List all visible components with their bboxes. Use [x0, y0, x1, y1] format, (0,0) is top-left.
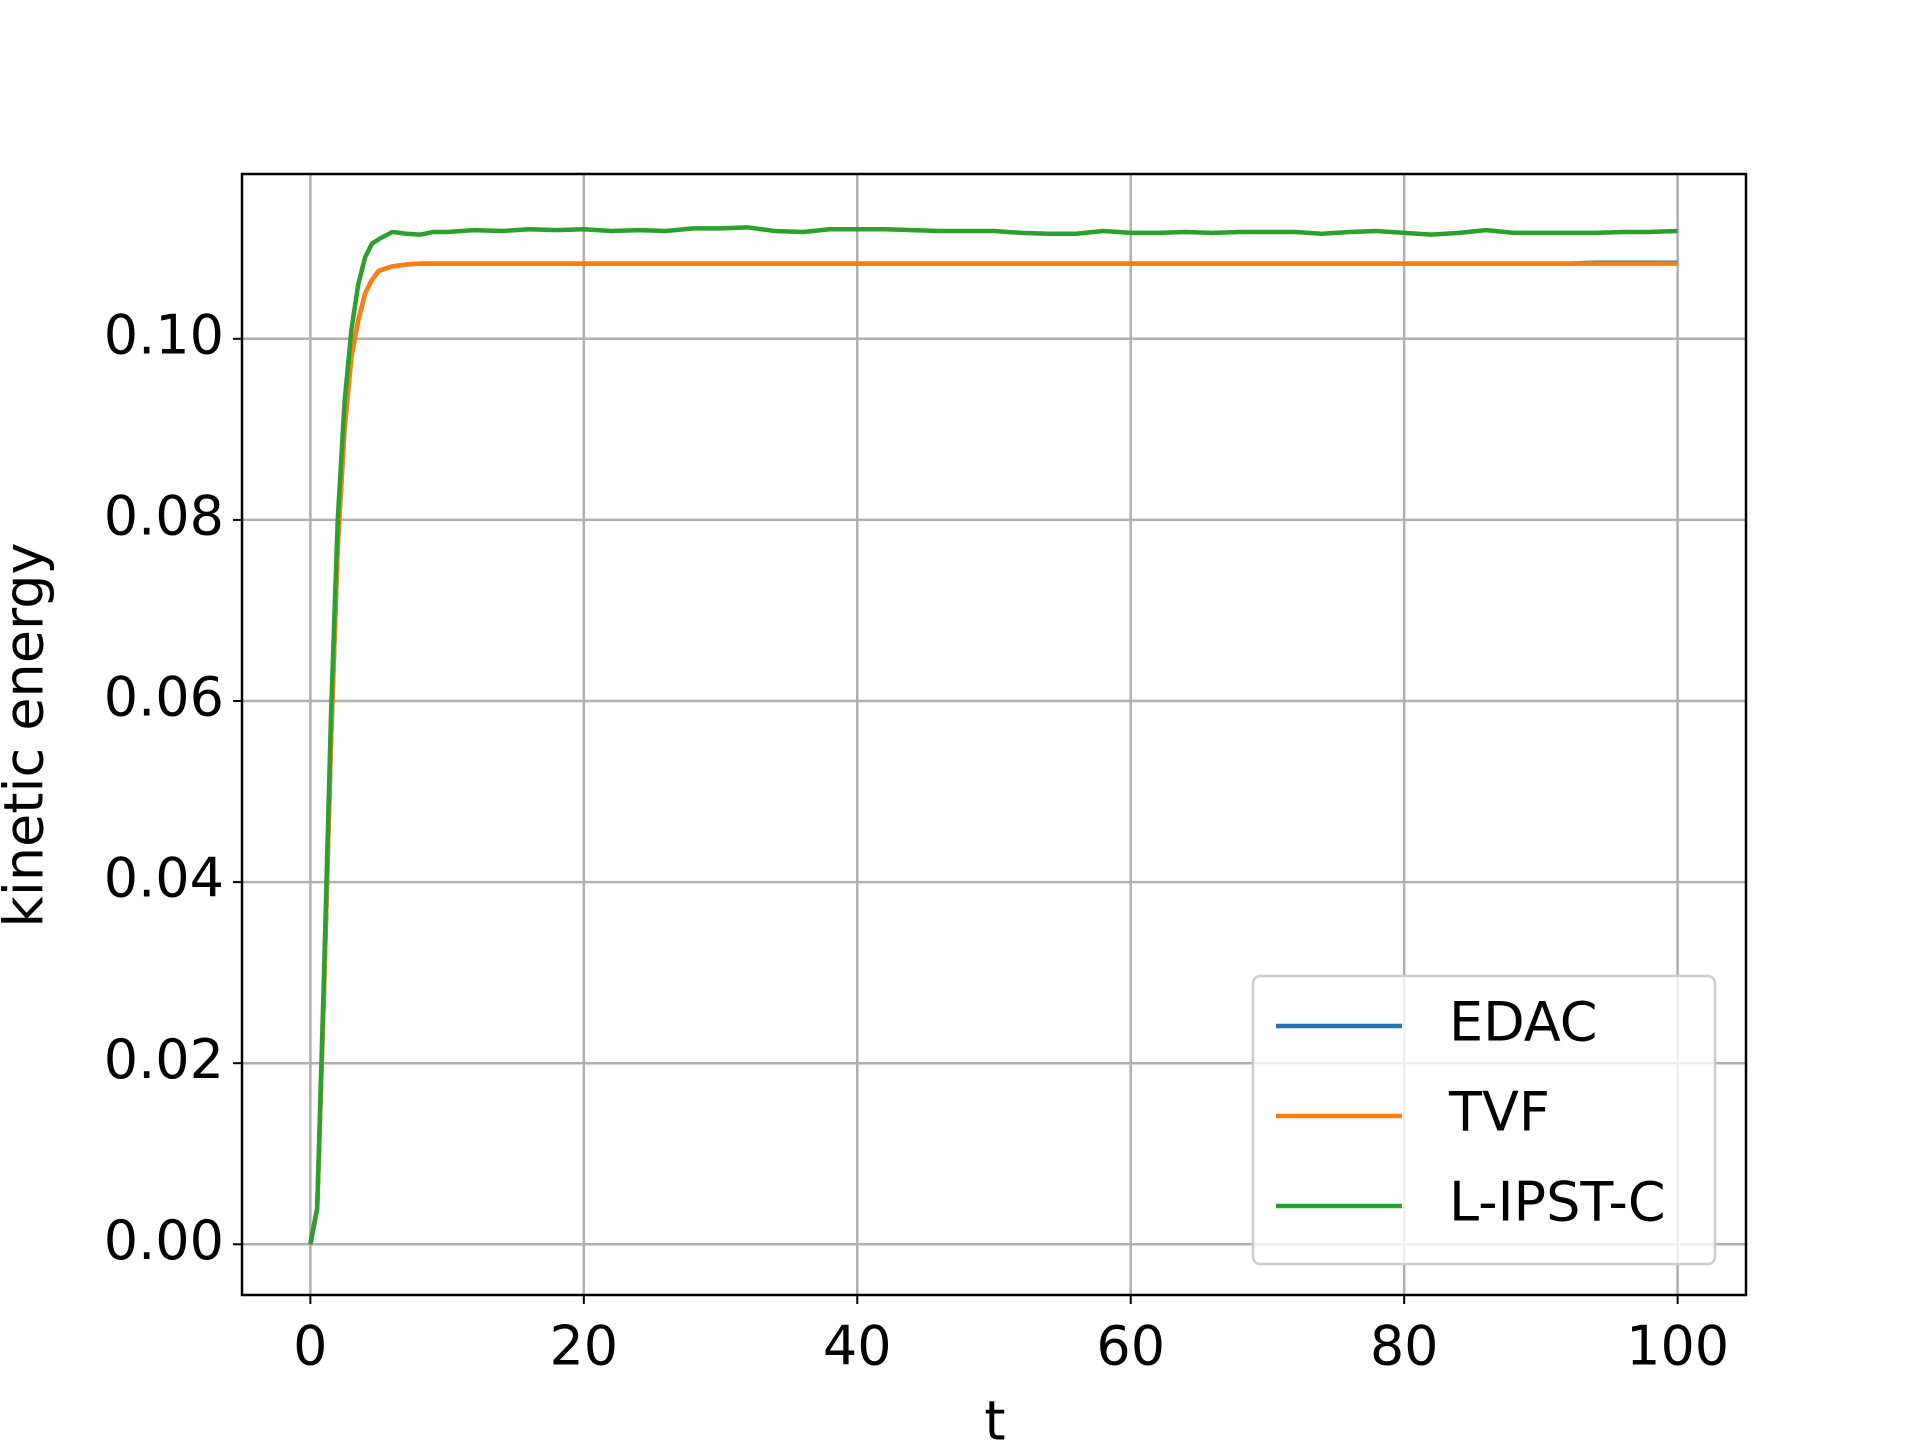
y-tick-label: 0.00 — [104, 1209, 224, 1272]
x-axis-label: t — [984, 1390, 1005, 1440]
y-tick-label: 0.08 — [104, 485, 224, 548]
x-tick-label: 40 — [823, 1315, 892, 1378]
series-line — [308, 261, 1678, 1245]
legend-label: L-IPST-C — [1449, 1171, 1666, 1234]
x-tick-label: 80 — [1370, 1315, 1439, 1378]
x-tick-label: 0 — [293, 1315, 327, 1378]
legend-label: TVF — [1448, 1081, 1550, 1144]
x-tick-label: 20 — [549, 1315, 618, 1378]
series-line — [308, 225, 1678, 1245]
y-tick-label: 0.06 — [104, 666, 224, 729]
x-tick-label: 60 — [1096, 1315, 1165, 1378]
y-tick-label: 0.04 — [104, 847, 224, 910]
legend-label: EDAC — [1449, 991, 1597, 1054]
plot-frame — [240, 172, 1748, 1297]
y-tick-label: 0.02 — [104, 1028, 224, 1091]
y-axis-label: kinetic energy — [0, 543, 56, 928]
y-tick-label: 0.10 — [104, 303, 224, 366]
legend-box — [1251, 974, 1717, 1266]
x-tick-label: 100 — [1626, 1315, 1729, 1378]
